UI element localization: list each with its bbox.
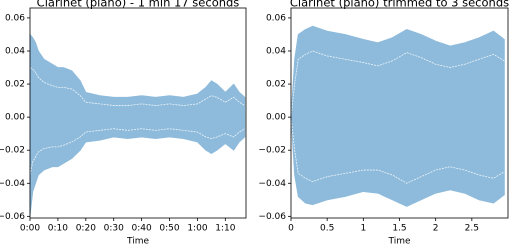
y-tick-label: −0.02 <box>258 146 286 156</box>
envelope-line <box>290 50 505 118</box>
x-tick-label: 0:20 <box>76 224 96 234</box>
y-tick-label: 0.06 <box>266 13 286 23</box>
chart-title: Clarinet (piano) - 1 min 17 seconds <box>37 0 240 10</box>
chart-title: Clarinet (piano) trimmed to 3 seconds <box>290 0 509 10</box>
y-tick-label: 0.04 <box>5 46 25 56</box>
y-tick-label: −0.02 <box>0 146 25 156</box>
y-tick-label: −0.06 <box>0 212 25 222</box>
y-tick-label: 0.02 <box>266 80 286 90</box>
x-tick-label: 1 <box>360 224 366 234</box>
y-tick-label: 0.00 <box>266 113 286 123</box>
x-tick-label: 1.5 <box>392 224 406 234</box>
waveform-area <box>29 33 246 118</box>
waveform-area <box>290 116 505 207</box>
y-tick-label: −0.04 <box>0 179 25 189</box>
envelope-line <box>290 117 505 184</box>
x-axis-label: Time <box>387 237 410 247</box>
x-tick-label: 1:10 <box>215 224 235 234</box>
envelope-line <box>29 128 246 176</box>
y-tick-label: 0.02 <box>5 80 25 90</box>
waveform-area <box>29 116 246 217</box>
x-tick-label: 1:00 <box>187 224 207 234</box>
x-tick-label: 0:30 <box>104 224 124 234</box>
x-tick-label: 0:50 <box>159 224 179 234</box>
y-tick-label: 0.00 <box>5 113 25 123</box>
y-tick-label: 0.06 <box>5 13 25 23</box>
x-tick-label: 0 <box>288 224 294 234</box>
x-tick-label: 2.5 <box>465 224 479 234</box>
x-tick-label: 0:00 <box>20 224 40 234</box>
waveform-area <box>290 25 505 118</box>
envelope-line <box>29 67 246 106</box>
x-tick-label: 0:40 <box>132 224 152 234</box>
x-tick-label: 0.5 <box>320 224 334 234</box>
x-tick-label: 2 <box>433 224 439 234</box>
x-axis-label: Time <box>126 237 149 247</box>
y-tick-label: 0.04 <box>266 46 286 56</box>
y-tick-label: −0.04 <box>258 179 286 189</box>
y-tick-label: −0.06 <box>258 212 286 222</box>
x-tick-label: 0:10 <box>48 224 68 234</box>
axes-frame <box>29 7 247 219</box>
